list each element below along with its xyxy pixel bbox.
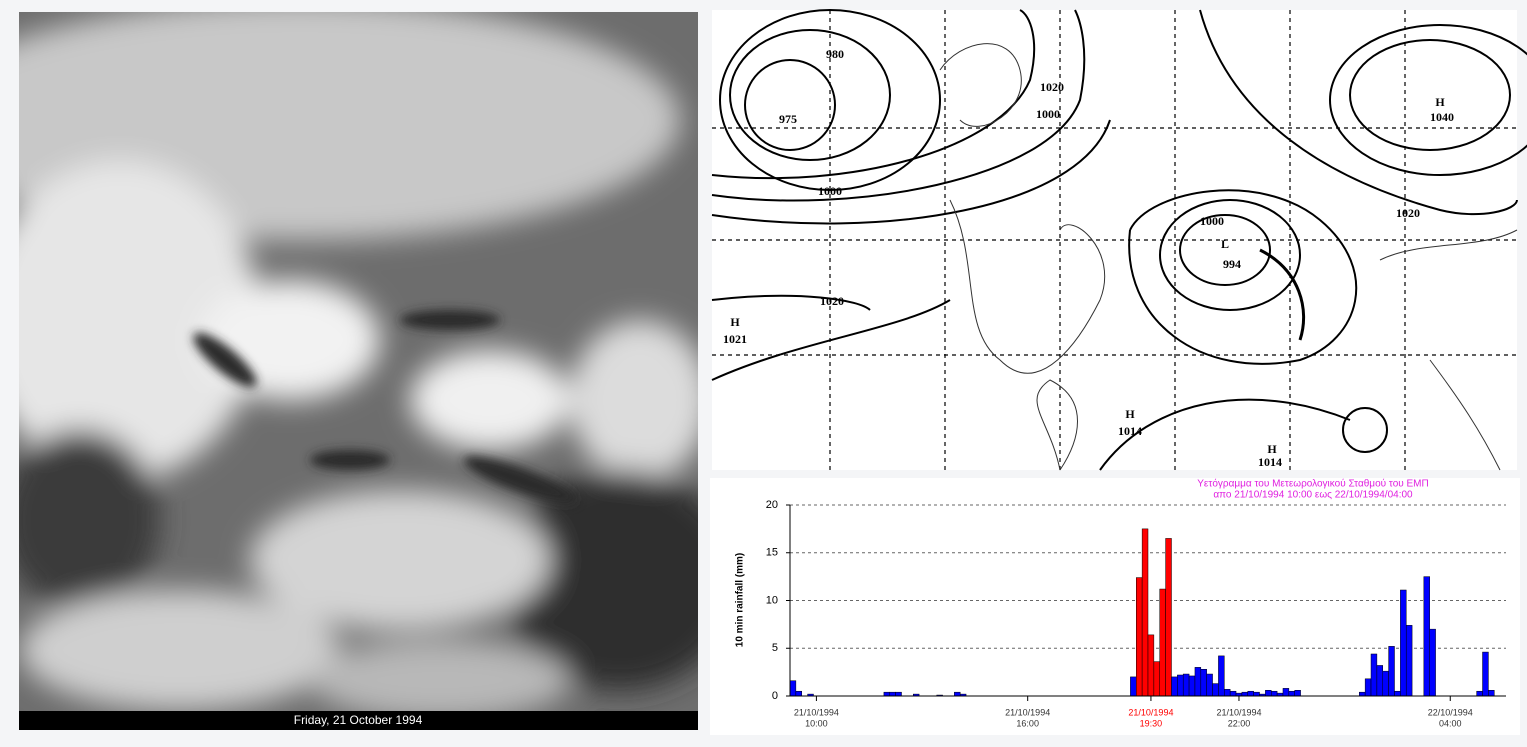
isobar-label: H xyxy=(1435,95,1445,109)
bar xyxy=(1241,691,1249,697)
bar xyxy=(1159,588,1166,697)
isobar-label: H xyxy=(730,315,740,329)
isobar-label: 1020 xyxy=(1040,80,1064,94)
bar xyxy=(1294,690,1301,697)
bar xyxy=(1153,661,1160,697)
bar xyxy=(1400,589,1407,697)
bar xyxy=(1288,690,1295,697)
x-tick-label: 22/10/1994 xyxy=(1428,707,1473,717)
caption: Friday, 21 October 1994 xyxy=(294,713,423,727)
bar xyxy=(1182,673,1190,697)
caption-bar xyxy=(19,711,698,730)
x-tick-label: 19:30 xyxy=(1140,718,1163,728)
isobar-label: H xyxy=(1267,442,1277,456)
isobar-label: 1020 xyxy=(820,294,844,308)
bar xyxy=(1382,670,1389,697)
y-tick-label: 20 xyxy=(766,499,778,511)
bar xyxy=(1224,689,1231,697)
isobar-label: 980 xyxy=(826,47,844,61)
x-tick-label: 22:00 xyxy=(1228,718,1251,728)
bar xyxy=(1423,576,1430,697)
bar xyxy=(1282,688,1290,697)
x-tick-label: 04:00 xyxy=(1439,718,1462,728)
y-tick-label: 5 xyxy=(772,642,778,654)
bar xyxy=(895,691,902,697)
bar xyxy=(1253,691,1260,697)
chart-title: Υετόγραμμα του Μετεωρολογικού Σταθμού το… xyxy=(1197,478,1428,490)
bar xyxy=(1429,628,1436,697)
y-tick-label: 10 xyxy=(766,594,778,606)
bar xyxy=(1200,669,1207,697)
bar xyxy=(1265,690,1272,697)
bar xyxy=(1130,676,1137,697)
bar xyxy=(1247,690,1254,697)
isobar-label: 1014 xyxy=(1118,424,1142,438)
bar xyxy=(1188,675,1196,697)
bar xyxy=(1394,690,1401,697)
isobar-label: L xyxy=(1221,237,1229,251)
isobar-label: 1040 xyxy=(1430,110,1454,124)
bar xyxy=(1370,653,1378,697)
bar xyxy=(1482,651,1489,697)
isobar-label: 1020 xyxy=(1396,206,1420,220)
isobar-label: H xyxy=(1125,407,1135,421)
bar xyxy=(954,691,961,697)
x-tick-label: 10:00 xyxy=(805,718,828,728)
bar xyxy=(1376,665,1384,697)
x-tick-label: 21/10/1994 xyxy=(1216,707,1261,717)
isobar-label: 994 xyxy=(1223,257,1241,271)
isobar-label: 975 xyxy=(779,112,797,126)
bar xyxy=(1405,625,1413,697)
bar xyxy=(1212,683,1219,697)
bar xyxy=(1488,690,1495,697)
chart-subtitle: απο 21/10/1994 10:00 εως 22/10/1994/04:0… xyxy=(1213,490,1413,501)
y-tick-label: 0 xyxy=(772,690,778,702)
bar xyxy=(1136,577,1143,697)
bar xyxy=(1229,690,1237,697)
y-tick-label: 15 xyxy=(766,547,778,559)
isobar-label: 1014 xyxy=(1258,455,1282,469)
bar xyxy=(789,680,797,697)
bar xyxy=(1165,538,1172,697)
bar xyxy=(1141,528,1149,697)
bar xyxy=(1270,690,1278,697)
x-tick-label: 21/10/1994 xyxy=(1128,707,1173,717)
isobar-label: 1000 xyxy=(818,184,842,198)
bar xyxy=(1476,690,1483,697)
bar xyxy=(1171,676,1178,697)
bar xyxy=(1206,673,1213,697)
bar xyxy=(1364,678,1372,697)
y-axis-label: 10 min rainfall (mm) xyxy=(735,553,746,647)
bar xyxy=(883,691,891,697)
bar xyxy=(1218,655,1225,697)
bar xyxy=(1359,691,1366,697)
bar xyxy=(1177,674,1184,697)
bar xyxy=(1388,646,1395,697)
x-tick-label: 21/10/1994 xyxy=(1005,707,1050,717)
isobar-label: 1000 xyxy=(1200,214,1224,228)
isobar-label: 1021 xyxy=(723,332,747,346)
bar xyxy=(889,691,896,697)
x-tick-label: 21/10/1994 xyxy=(794,707,839,717)
bar xyxy=(1147,634,1155,697)
bar xyxy=(795,690,802,697)
weather-map xyxy=(711,9,1527,471)
bar xyxy=(1194,667,1202,697)
satellite-image xyxy=(19,12,698,711)
isobar-label: 1000 xyxy=(1036,107,1060,121)
x-tick-label: 16:00 xyxy=(1016,718,1039,728)
